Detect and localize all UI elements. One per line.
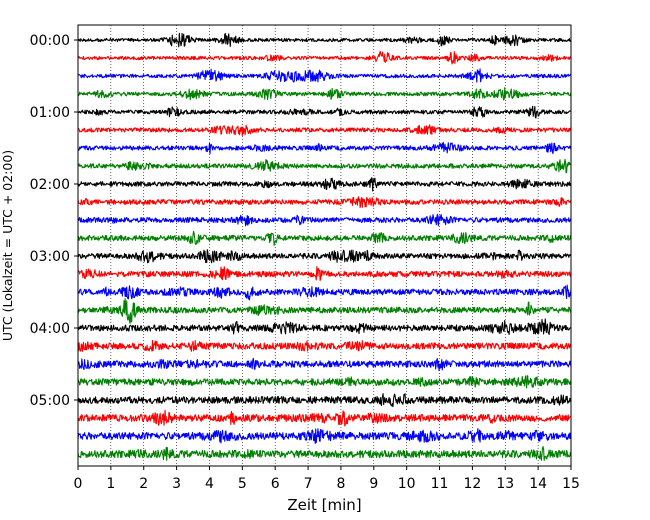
seismic-trace [77,249,572,264]
seismic-trace [77,318,572,336]
y-tick-label: 02:00 [30,177,70,193]
x-tick-label: 2 [139,476,148,492]
x-tick-label: 7 [304,476,313,492]
seismic-trace [77,284,572,301]
x-tick-label: 5 [238,476,247,492]
x-tick-label: 6 [271,476,280,492]
x-axis-ticks: 0 1 2 3 4 5 6 7 8 9 10 11 12 13 14 15 [74,466,580,492]
x-tick-label: 4 [205,476,214,492]
x-axis-label: Zeit [min] [287,496,361,514]
seismic-trace [77,142,572,155]
seismic-trace [77,177,572,192]
seismic-trace [77,393,572,408]
trace-group [77,32,572,461]
x-tick-label: 11 [431,476,449,492]
y-tick-label: 04:00 [30,321,70,337]
x-tick-label: 8 [336,476,345,492]
y-axis-ticks: 00:00 01:00 02:00 03:00 04:00 05:00 [30,33,78,409]
seismic-trace [77,32,572,48]
seismic-trace [77,87,572,101]
seismic-trace [77,266,572,281]
seismic-trace [77,446,572,461]
y-tick-label: 00:00 [30,33,70,49]
y-axis-label: UTC (Lokalzeit = UTC + 02:00) [0,150,15,341]
x-tick-label: 12 [463,476,481,492]
seismic-trace [77,105,572,119]
x-tick-label: 9 [369,476,378,492]
seismic-trace [77,339,572,352]
x-tick-label: 10 [398,476,416,492]
seismic-trace [77,51,572,65]
seismic-trace [77,124,572,137]
x-tick-label: 1 [106,476,115,492]
x-tick-label: 15 [562,476,580,492]
seismic-trace [77,375,572,389]
x-tick-label: 13 [496,476,514,492]
seismic-trace [77,357,572,371]
seismic-trace [77,68,572,83]
seismic-trace [77,213,572,227]
y-tick-label: 05:00 [30,393,70,409]
seismic-trace [77,196,572,209]
seismic-trace [77,409,572,427]
y-tick-label: 03:00 [30,249,70,265]
y-tick-label: 01:00 [30,105,70,121]
seismic-trace [77,158,572,174]
seismic-trace [77,230,572,246]
x-tick-label: 0 [74,476,83,492]
x-tick-label: 3 [172,476,181,492]
plot-frame [77,24,572,467]
seismic-trace [77,298,572,324]
x-tick-label: 14 [529,476,547,492]
seismic-trace [77,428,572,444]
